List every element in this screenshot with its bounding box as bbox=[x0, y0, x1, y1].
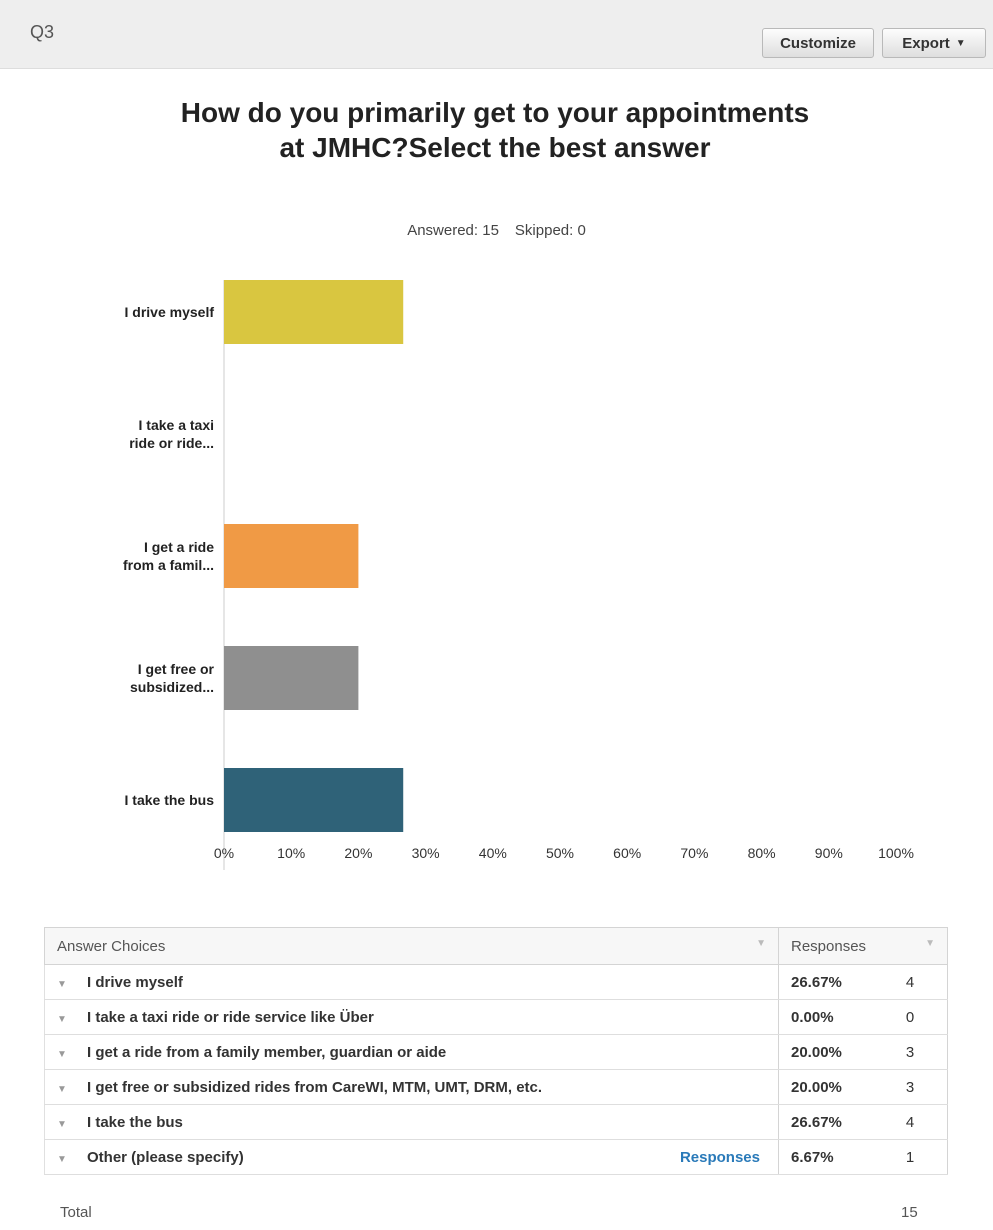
answer-choice-label: I take the bus bbox=[87, 1113, 183, 1131]
answer-choice-label: I take a taxi ride or ride service like … bbox=[87, 1008, 374, 1026]
expand-icon[interactable]: ▼ bbox=[57, 1083, 67, 1095]
answer-choice-cell: ▼ I take the bus bbox=[44, 1104, 779, 1140]
table-header-row: Answer Choices ▼ Responses ▼ bbox=[44, 927, 948, 965]
response-count: 4 bbox=[873, 1104, 948, 1140]
response-percent: 20.00% bbox=[778, 1034, 873, 1070]
response-percent: 0.00% bbox=[778, 999, 873, 1035]
table-row: ▼ I take a taxi ride or ride service like… bbox=[44, 999, 948, 1035]
answer-choice-cell: ▼ I get a ride from a family member, guar… bbox=[44, 1034, 779, 1070]
response-percent: 26.67% bbox=[778, 964, 873, 1000]
expand-icon[interactable]: ▼ bbox=[57, 1013, 67, 1025]
category-label-line: I get free or bbox=[138, 661, 215, 677]
x-tick-label: 0% bbox=[214, 845, 234, 861]
category-label-line: from a famil... bbox=[123, 557, 214, 573]
answer-choice-label: I get a ride from a family member, guard… bbox=[87, 1043, 447, 1061]
expand-icon[interactable]: ▼ bbox=[57, 978, 67, 990]
answer-choice-label: I get free or subsidized rides from Care… bbox=[87, 1078, 543, 1096]
bar[interactable] bbox=[224, 524, 359, 588]
category-label-line: I take a taxi bbox=[139, 417, 215, 433]
bar[interactable] bbox=[224, 280, 404, 344]
category-label-line: I take the bus bbox=[125, 792, 215, 808]
category-label: I get free or subsidized... bbox=[130, 661, 215, 695]
table-row: ▼ I get free or subsidized rides from Car… bbox=[44, 1069, 948, 1105]
category-label: I take the bus bbox=[125, 792, 215, 808]
chart-title: How do you primarily get to your appoint… bbox=[180, 97, 810, 163]
response-count: 4 bbox=[873, 964, 948, 1000]
skipped-count: Skipped: 0 bbox=[514, 222, 586, 239]
question-id: Q3 bbox=[30, 22, 55, 42]
response-count: 1 bbox=[873, 1139, 948, 1175]
category-label-line: subsidized... bbox=[130, 679, 214, 695]
category-label-line: ride or ride... bbox=[129, 435, 214, 451]
response-percent: 6.67% bbox=[778, 1139, 873, 1175]
answer-choice-cell: ▼ I drive myself bbox=[44, 964, 779, 1000]
expand-icon[interactable]: ▼ bbox=[57, 1153, 67, 1165]
x-tick-label: 50% bbox=[546, 845, 574, 861]
sort-icon[interactable]: ▼ bbox=[756, 937, 766, 949]
responses-header-label: Responses bbox=[791, 937, 867, 955]
x-tick-label: 90% bbox=[815, 845, 843, 861]
response-count: 3 bbox=[873, 1034, 948, 1070]
bar[interactable] bbox=[224, 768, 404, 832]
x-tick-label: 40% bbox=[479, 845, 507, 861]
category-label: I drive myself bbox=[125, 304, 215, 320]
bar-chart: I drive myself I take a taxi ride or ride.… bbox=[123, 280, 914, 870]
customize-button[interactable]: Customize bbox=[762, 28, 874, 58]
category-label: I take a taxi ride or ride... bbox=[129, 417, 214, 451]
answer-choice-cell: ▼ I get free or subsidized rides from Car… bbox=[44, 1069, 779, 1105]
x-tick-label: 30% bbox=[412, 845, 440, 861]
table-row: ▼ I take the bus 26.67% 4 bbox=[44, 1104, 948, 1140]
category-label-line: I get a ride bbox=[144, 539, 214, 555]
table-row: ▼ I get a ride from a family member, guar… bbox=[44, 1034, 948, 1070]
answer-choice-label: I drive myself bbox=[87, 973, 183, 991]
answer-choice-cell: ▼ Other (please specify) Responses bbox=[44, 1139, 779, 1175]
category-label: I get a ride from a famil... bbox=[123, 539, 214, 573]
response-percent: 26.67% bbox=[778, 1104, 873, 1140]
x-tick-label: 80% bbox=[748, 845, 776, 861]
total-label: Total bbox=[60, 1204, 92, 1221]
responses-header[interactable]: Responses ▼ bbox=[778, 927, 948, 965]
question-header: Q3 Customize Export ▼ bbox=[0, 0, 993, 69]
responses-link[interactable]: Responses bbox=[679, 1148, 760, 1166]
x-tick-label: 70% bbox=[680, 845, 708, 861]
response-percent: 20.00% bbox=[778, 1069, 873, 1105]
expand-icon[interactable]: ▼ bbox=[57, 1048, 67, 1060]
response-count: 3 bbox=[873, 1069, 948, 1105]
customize-label: Customize bbox=[780, 34, 856, 52]
bar[interactable] bbox=[224, 646, 359, 710]
response-count: 0 bbox=[873, 999, 948, 1035]
answer-choice-label: Other (please specify) bbox=[87, 1148, 244, 1166]
sort-icon[interactable]: ▼ bbox=[925, 937, 935, 949]
x-tick-label: 20% bbox=[344, 845, 372, 861]
category-label-line: I drive myself bbox=[125, 304, 215, 320]
answer-choices-header-label: Answer Choices bbox=[57, 937, 166, 955]
export-button[interactable]: Export ▼ bbox=[882, 28, 986, 58]
table-row: ▼ I drive myself 26.67% 4 bbox=[44, 964, 948, 1000]
x-tick-label: 10% bbox=[277, 845, 305, 861]
answer-choices-header[interactable]: Answer Choices ▼ bbox=[44, 927, 779, 965]
responses-table: Answer Choices ▼ Responses ▼ ▼ I drive myse… bbox=[44, 927, 948, 1175]
response-stats: Answered: 15 Skipped: 0 bbox=[0, 222, 993, 239]
total-value: 15 bbox=[901, 1204, 918, 1221]
x-tick-label: 60% bbox=[613, 845, 641, 861]
expand-icon[interactable]: ▼ bbox=[57, 1118, 67, 1130]
x-tick-label: 100% bbox=[878, 845, 914, 861]
answered-count: Answered: 15 bbox=[407, 222, 499, 239]
table-row: ▼ Other (please specify) Responses 6.67% 1 bbox=[44, 1139, 948, 1175]
answer-choice-cell: ▼ I take a taxi ride or ride service like… bbox=[44, 999, 779, 1035]
export-label: Export bbox=[902, 34, 950, 52]
chevron-down-icon: ▼ bbox=[955, 37, 966, 49]
